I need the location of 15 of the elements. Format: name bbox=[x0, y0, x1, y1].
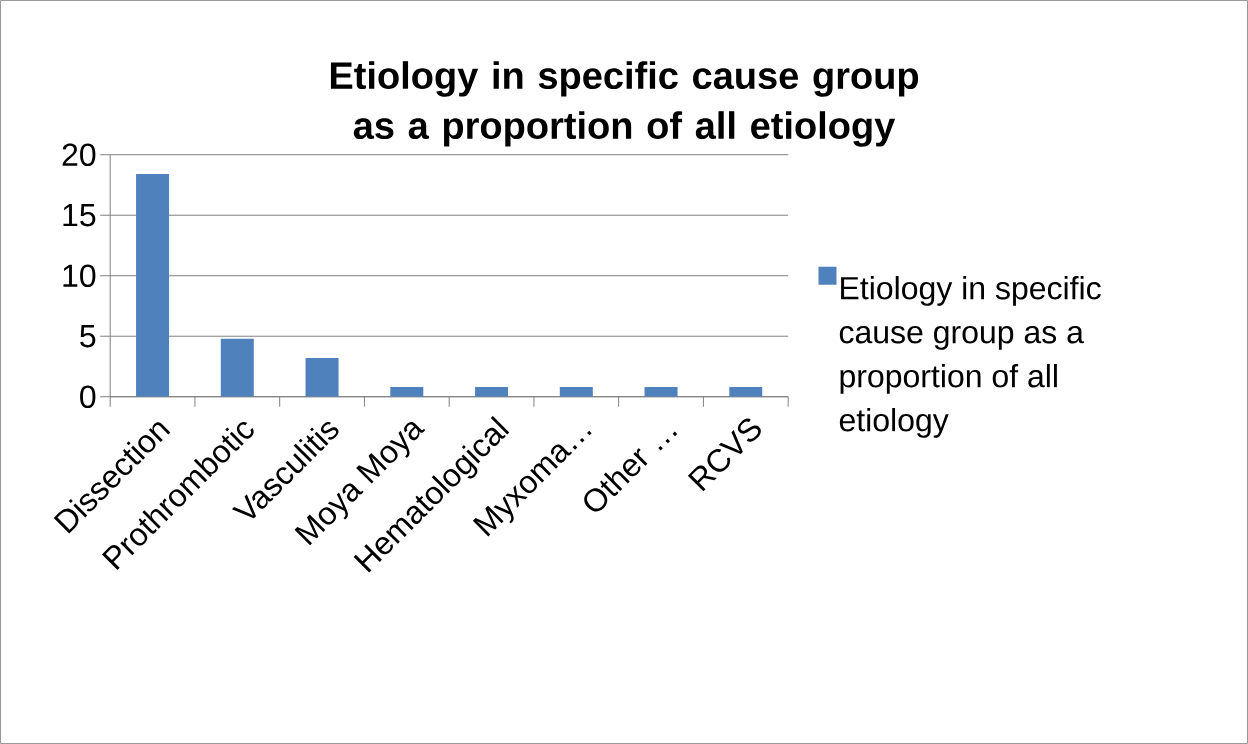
bar bbox=[220, 338, 254, 397]
bar bbox=[475, 387, 509, 397]
bar bbox=[644, 387, 678, 397]
y-tick-label: 5 bbox=[80, 325, 96, 348]
bar bbox=[390, 387, 424, 397]
chart-title: Etiology in specific cause group as a proportion of all etiology bbox=[330, 61, 919, 147]
y-tick-label: 20 bbox=[62, 143, 96, 167]
y-tick-label: 15 bbox=[63, 204, 96, 227]
bar bbox=[559, 387, 593, 397]
legend-label: Etiology in specific cause group as a proportion of all etiology bbox=[839, 275, 1101, 438]
bar bbox=[729, 387, 763, 397]
bar bbox=[305, 358, 339, 397]
y-tick-label: 0 bbox=[80, 385, 96, 409]
y-tick-label: 10 bbox=[63, 264, 96, 288]
bar bbox=[136, 174, 170, 397]
